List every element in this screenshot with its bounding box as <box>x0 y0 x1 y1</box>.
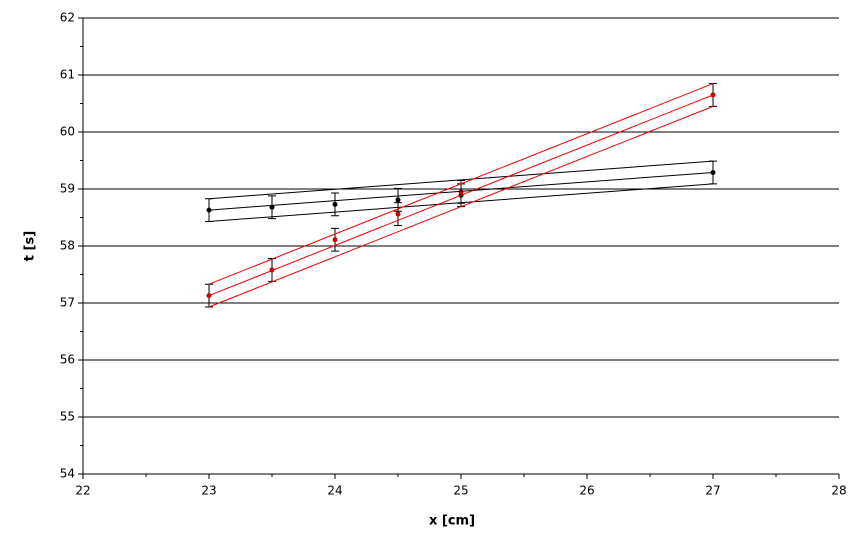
point <box>458 189 464 195</box>
x-tick-label: 25 <box>453 484 468 498</box>
fit-line <box>208 183 714 222</box>
x-axis-title: x [cm] <box>429 514 475 529</box>
fit-line <box>208 171 714 211</box>
fit-line <box>208 105 714 308</box>
x-tick-label: 26 <box>579 484 594 498</box>
y-tick-label: 59 <box>60 182 75 196</box>
x-tick-label: 22 <box>75 484 90 498</box>
x-tick-label: 27 <box>705 484 720 498</box>
point <box>332 237 338 243</box>
y-tick-label: 56 <box>60 353 75 367</box>
y-tick-label: 55 <box>60 410 75 424</box>
y-tick-label: 57 <box>60 296 75 310</box>
x-tick-label: 28 <box>831 484 846 498</box>
y-tick-label: 58 <box>60 239 75 253</box>
y-tick-label: 60 <box>60 125 75 139</box>
y-axis-title: t [s] <box>23 231 38 261</box>
y-tick-label: 54 <box>60 467 75 481</box>
point <box>395 197 401 203</box>
fit-line <box>208 160 714 200</box>
x-tick-label: 24 <box>327 484 342 498</box>
point <box>395 211 401 217</box>
y-tick-label: 61 <box>60 68 75 82</box>
fit-line <box>208 83 714 285</box>
fit-line <box>208 94 714 297</box>
x-tick-label: 23 <box>201 484 216 498</box>
y-tick-label: 62 <box>60 11 75 25</box>
point <box>332 201 338 207</box>
point <box>269 204 275 210</box>
